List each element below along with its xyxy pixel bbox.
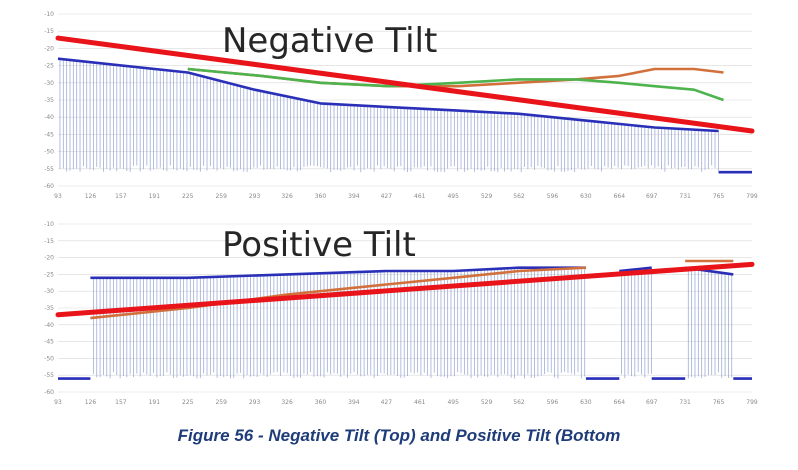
- x-tick-label: 630: [580, 193, 592, 200]
- y-tick-label: -60: [44, 183, 54, 190]
- series-line-blue: [57, 57, 719, 133]
- y-tick-label: -35: [44, 305, 54, 312]
- y-tick-label: -55: [44, 166, 54, 173]
- x-tick-label: 157: [115, 193, 127, 200]
- x-tick-label: 326: [281, 399, 293, 406]
- x-tick-label: 225: [182, 399, 194, 406]
- y-tick-label: -60: [44, 389, 54, 396]
- x-tick-label: 630: [580, 399, 592, 406]
- y-tick-label: -35: [44, 97, 54, 104]
- y-tick-label: -10: [44, 221, 54, 228]
- spike-bars: [92, 267, 733, 379]
- x-tick-label: 326: [281, 193, 293, 200]
- series-line-blue: [90, 266, 586, 280]
- x-tick-label: 562: [513, 193, 525, 200]
- y-tick-label: -30: [44, 288, 54, 295]
- x-tick-label: 259: [215, 193, 227, 200]
- x-tick-label: 495: [447, 193, 459, 200]
- x-tick-label: 664: [614, 193, 626, 200]
- x-tick-label: 360: [315, 193, 327, 200]
- x-tick-label: 293: [249, 399, 261, 406]
- x-tick-label: 157: [115, 399, 127, 406]
- x-tick-label: 799: [746, 193, 758, 200]
- y-tick-label: -55: [44, 372, 54, 379]
- y-tick-label: -40: [44, 322, 54, 329]
- figure-caption: Figure 56 - Negative Tilt (Top) and Posi…: [177, 426, 621, 445]
- x-tick-label: 461: [414, 399, 426, 406]
- x-tick-label: 596: [547, 399, 559, 406]
- x-tick-label: 394: [348, 193, 360, 200]
- x-tick-label: 731: [679, 193, 691, 200]
- y-tick-label: -50: [44, 355, 54, 362]
- y-tick-label: -50: [44, 149, 54, 156]
- x-tick-label: 765: [713, 399, 725, 406]
- x-tick-label: 799: [746, 399, 758, 406]
- y-tick-label: -15: [44, 28, 54, 35]
- x-tick-label: 731: [679, 399, 691, 406]
- x-tick-label: 461: [414, 193, 426, 200]
- y-tick-label: -25: [44, 271, 54, 278]
- x-tick-label: 427: [381, 193, 393, 200]
- y-tick-label: -20: [44, 255, 54, 262]
- series-line-green: [187, 67, 724, 102]
- trend-line: [55, 35, 755, 134]
- x-tick-label: 191: [149, 399, 161, 406]
- x-tick-label: 191: [149, 193, 161, 200]
- y-tick-label: -15: [44, 238, 54, 245]
- x-tick-label: 394: [348, 399, 360, 406]
- x-tick-label: 495: [447, 399, 459, 406]
- x-tick-label: 293: [249, 193, 261, 200]
- series-line-blue: [619, 266, 652, 273]
- panel-title: Positive Tilt: [222, 225, 416, 265]
- x-tick-label: 93: [54, 399, 62, 406]
- y-tick-label: -20: [44, 45, 54, 52]
- spike-bars: [59, 58, 719, 173]
- y-tick-label: -45: [44, 339, 54, 346]
- y-tick-label: -45: [44, 131, 54, 138]
- x-tick-label: 259: [215, 399, 227, 406]
- x-tick-label: 765: [713, 193, 725, 200]
- panel-title: Negative Tilt: [222, 21, 437, 61]
- x-tick-label: 126: [85, 193, 97, 200]
- y-tick-label: -25: [44, 63, 54, 70]
- x-tick-label: 529: [481, 399, 493, 406]
- x-tick-label: 427: [381, 399, 393, 406]
- y-tick-label: -30: [44, 80, 54, 87]
- x-tick-label: 697: [646, 193, 658, 200]
- x-tick-label: 126: [85, 399, 97, 406]
- x-tick-label: 562: [513, 399, 525, 406]
- x-tick-label: 596: [547, 193, 559, 200]
- y-tick-label: -10: [44, 11, 54, 18]
- x-tick-label: 664: [614, 399, 626, 406]
- x-tick-label: 697: [646, 399, 658, 406]
- y-tick-label: -40: [44, 114, 54, 121]
- trend-line: [55, 261, 755, 318]
- x-tick-label: 93: [54, 193, 62, 200]
- series-line-orange: [90, 266, 586, 320]
- x-tick-label: 529: [481, 193, 493, 200]
- x-tick-label: 360: [315, 399, 327, 406]
- x-tick-label: 225: [182, 193, 194, 200]
